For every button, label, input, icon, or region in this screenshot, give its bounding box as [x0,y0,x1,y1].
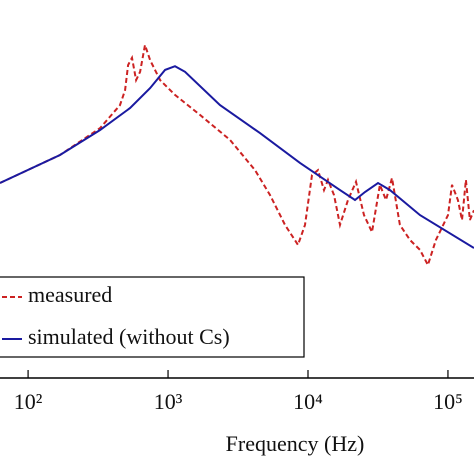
x-tick-label: 10³ [154,389,183,414]
legend-label: simulated (without Cs) [28,324,230,349]
x-axis-label: Frequency (Hz) [226,431,365,456]
series-line [0,41,474,268]
legend-box [0,276,305,358]
x-tick-label: 10² [14,389,43,414]
series-line [0,65,474,249]
legend-label: measured [28,282,112,307]
x-tick-label: 10⁵ [433,389,463,414]
x-tick-label: 10⁴ [293,389,323,414]
